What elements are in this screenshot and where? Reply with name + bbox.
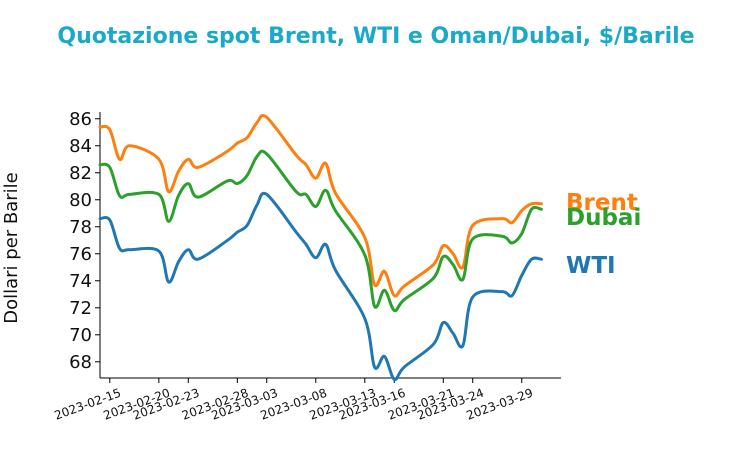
y-tick-label: 86: [69, 109, 92, 130]
y-tick-label: 72: [69, 298, 92, 319]
y-tick-label: 68: [69, 352, 92, 373]
y-tick-label: 78: [69, 217, 92, 238]
y-tick-label: 74: [69, 271, 92, 292]
x-axis: 2023-02-152023-02-202023-02-232023-02-28…: [53, 377, 561, 423]
y-axis: 68 70 72 74 76 78 80 82 84 86: [69, 109, 101, 378]
chart-title: Quotazione spot Brent, WTI e Oman/Dubai,…: [57, 24, 695, 49]
y-tick-label: 70: [69, 325, 92, 346]
series-line-wti: [98, 191, 543, 382]
series-line-dubai: [98, 149, 543, 313]
y-tick-label: 76: [69, 244, 92, 265]
series-label-brent: Brent: [566, 190, 638, 216]
y-tick-label: 84: [69, 136, 92, 157]
series-label-dubai: Dubai: [566, 205, 641, 231]
series-lines: [98, 114, 543, 382]
y-axis-label: Dollari per Barile: [1, 172, 22, 324]
series-label-wti: WTI: [566, 253, 616, 279]
y-tick-label: 80: [69, 190, 92, 211]
series-line-brent: [98, 114, 543, 298]
y-tick-label: 82: [69, 163, 92, 184]
